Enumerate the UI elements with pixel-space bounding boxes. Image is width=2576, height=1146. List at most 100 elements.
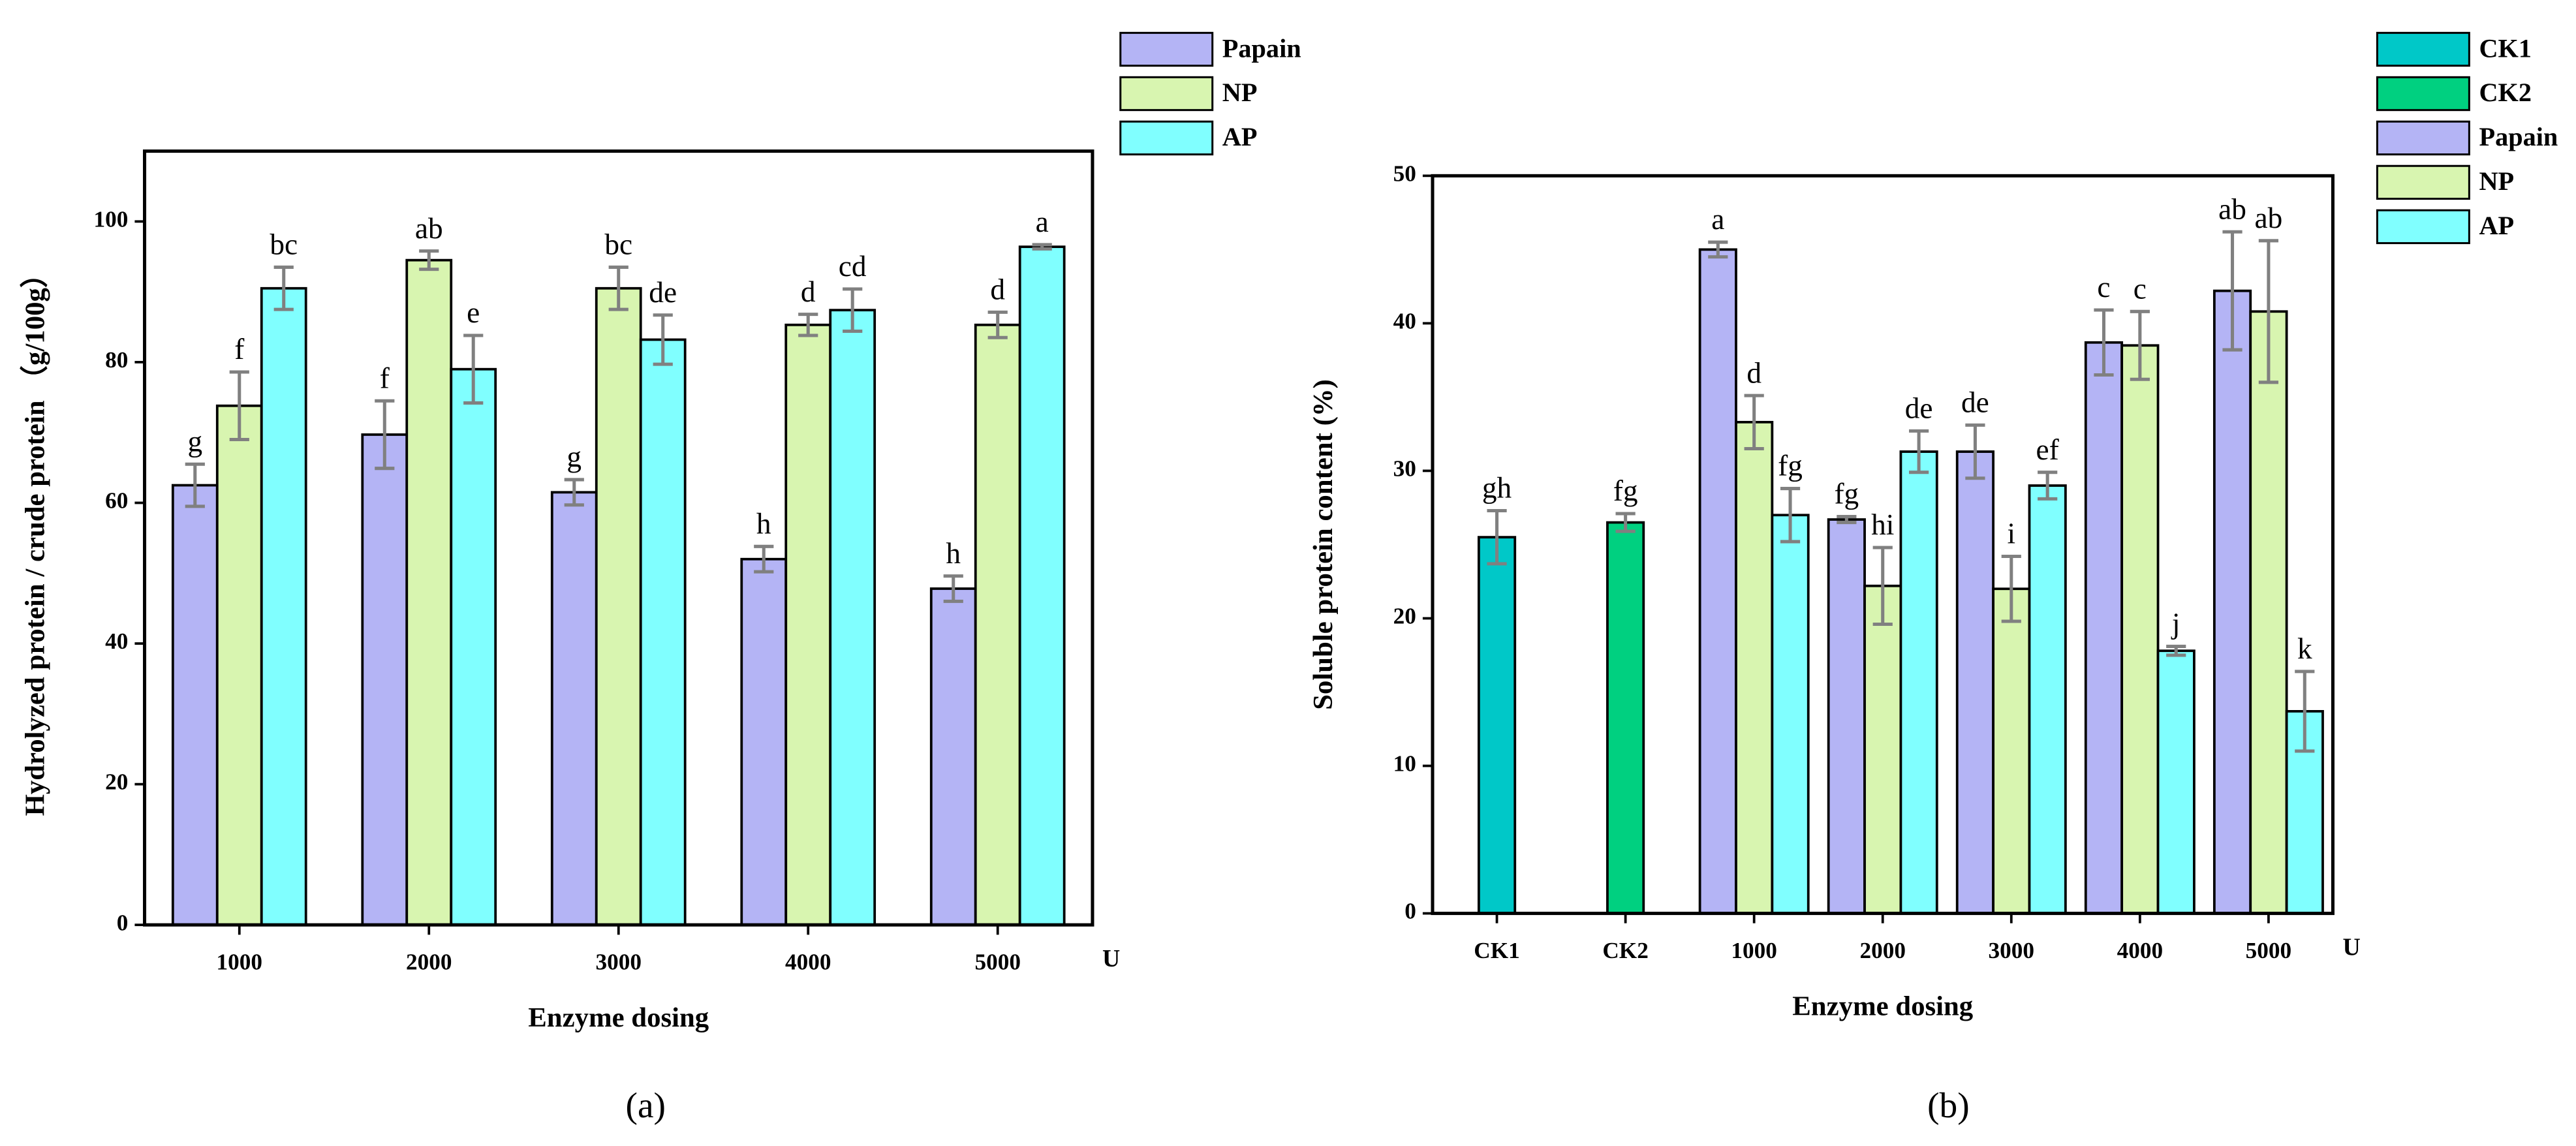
- significance-letter: j: [2171, 608, 2180, 640]
- x-tick-label: 1000: [1731, 938, 1777, 963]
- significance-letter: de: [1961, 386, 1989, 419]
- legend-swatch: [1119, 120, 1214, 156]
- bar: [1735, 420, 1774, 915]
- bar: [2249, 310, 2288, 915]
- legend-swatch: [2376, 209, 2470, 245]
- x-tick-label: CK1: [1474, 938, 1519, 963]
- error-bar: [843, 287, 863, 333]
- significance-letter: f: [234, 333, 245, 365]
- significance-letter: f: [380, 362, 390, 394]
- significance-letter: k: [2297, 632, 2312, 665]
- bar: [260, 286, 307, 927]
- legend-swatch: [1119, 76, 1214, 112]
- error-bar: [185, 462, 205, 508]
- legend-swatch: [2376, 164, 2470, 200]
- legend-label: AP: [1222, 122, 1258, 151]
- significance-letter: gh: [1482, 472, 1512, 504]
- x-tick-label: 4000: [2117, 938, 2163, 963]
- significance-letter: bc: [270, 228, 298, 261]
- legend-label: NP: [1222, 78, 1258, 107]
- error-bar: [375, 399, 395, 471]
- error-bar: [2222, 230, 2242, 352]
- y-tick-label: 0: [117, 910, 129, 935]
- significance-letter: c: [2097, 271, 2110, 303]
- legend-label: AP: [2479, 211, 2514, 240]
- error-bar: [987, 310, 1008, 339]
- error-bar: [1909, 429, 1929, 474]
- significance-letter: fg: [1778, 450, 1803, 482]
- significance-letter: fg: [1834, 478, 1859, 510]
- error-bar: [943, 574, 963, 603]
- x-tick-label: 5000: [2246, 938, 2291, 963]
- error-bar: [1837, 514, 1857, 525]
- significance-letter: i: [2007, 518, 2015, 550]
- y-tick-label: 20: [105, 769, 128, 795]
- bar: [2084, 341, 2124, 915]
- bar: [405, 258, 453, 927]
- bar: [595, 286, 642, 927]
- significance-letter: g: [566, 441, 582, 473]
- significance-letter: de: [1905, 392, 1933, 425]
- significance-letter: ab: [2255, 202, 2283, 234]
- error-bar: [1708, 240, 1728, 259]
- bar: [1992, 587, 2031, 915]
- bar: [1771, 514, 1810, 915]
- bar: [450, 367, 497, 927]
- significance-letter: bc: [604, 228, 632, 261]
- error-bar: [564, 478, 584, 507]
- error-bar: [608, 265, 628, 311]
- bar: [1698, 248, 1737, 915]
- y-tick-label: 100: [93, 206, 128, 232]
- error-bar: [1615, 512, 1636, 533]
- plot-frame: [1431, 174, 2335, 916]
- x-tick-label: 5000: [974, 950, 1020, 975]
- bar: [1606, 521, 1645, 915]
- error-bar: [2166, 644, 2186, 657]
- y-tick-label: 50: [1393, 161, 1416, 186]
- chart: 01020304050CK1ghCK2fg1000adfg2000fghide3…: [1308, 31, 2558, 1125]
- x-unit: U: [2343, 934, 2361, 961]
- error-bar: [419, 249, 439, 271]
- error-bar: [798, 313, 818, 337]
- caption: (a): [626, 1085, 666, 1125]
- significance-letter: e: [467, 296, 480, 329]
- y-tick-label: 30: [1393, 456, 1416, 482]
- bar: [1018, 245, 1066, 927]
- bar: [929, 587, 977, 927]
- significance-letter: h: [946, 537, 961, 570]
- x-axis-label: Enzyme dosing: [528, 1002, 709, 1033]
- x-tick-label: 1000: [217, 950, 262, 975]
- significance-letter: ab: [415, 212, 443, 245]
- x-tick-label: 4000: [785, 950, 831, 975]
- error-bar: [754, 544, 774, 574]
- bar: [829, 309, 877, 927]
- significance-letter: d: [801, 275, 816, 308]
- bar: [740, 557, 788, 927]
- legend-label: CK1: [2479, 33, 2532, 63]
- bar: [2120, 344, 2160, 915]
- error-bar: [463, 333, 484, 405]
- x-axis-label: Enzyme dosing: [1792, 991, 1973, 1021]
- significance-letter: de: [649, 276, 677, 309]
- bar: [215, 404, 263, 927]
- significance-letter: h: [756, 508, 771, 540]
- legend-swatch: [1119, 31, 1214, 67]
- significance-letter: a: [1711, 203, 1724, 236]
- error-bar: [1965, 423, 1985, 480]
- bar: [784, 323, 832, 927]
- y-tick-label: 80: [105, 347, 128, 373]
- legend-swatch: [2376, 120, 2470, 156]
- significance-letter: ab: [2218, 193, 2246, 225]
- legend-label: Papain: [1222, 33, 1301, 63]
- legend-label: NP: [2479, 166, 2514, 196]
- error-bar: [2295, 670, 2315, 753]
- significance-letter: c: [2134, 272, 2147, 305]
- x-tick-label: 3000: [596, 950, 642, 975]
- y-axis-label: Soluble protein content (%): [1308, 379, 1339, 710]
- error-bar: [2094, 308, 2114, 377]
- y-tick-label: 20: [1393, 604, 1416, 629]
- bar: [1827, 518, 1866, 915]
- caption: (b): [1927, 1085, 1970, 1125]
- error-bar: [273, 265, 294, 311]
- x-tick-label: 2000: [406, 950, 452, 975]
